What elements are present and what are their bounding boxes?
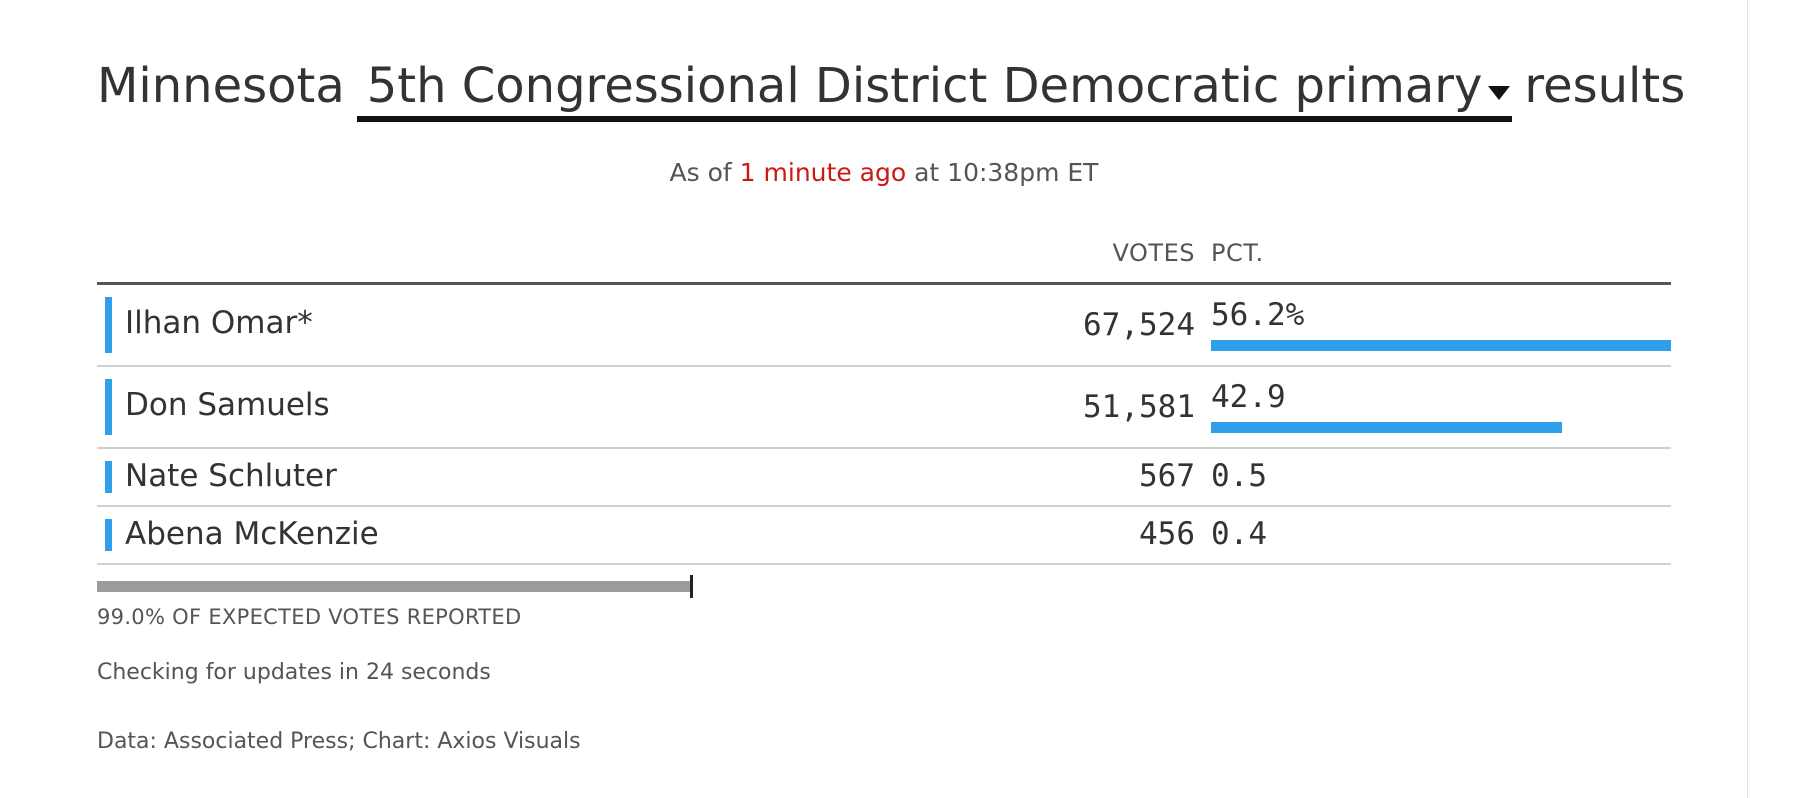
title-suffix: results (1524, 58, 1686, 114)
candidate-name: Abena McKenzie (125, 516, 379, 552)
race-dropdown-label: 5th Congressional District Democratic pr… (366, 58, 1483, 114)
candidate-pct: 0.5 (1211, 458, 1267, 494)
reporting-progress-bar (97, 575, 697, 598)
candidate-pct: 0.4 (1211, 516, 1267, 552)
reporting-progress-marker (690, 575, 693, 598)
candidate-votes: 567 (1139, 458, 1195, 494)
candidate-name: Don Samuels (125, 387, 330, 423)
candidate-row: Don Samuels 51,581 42.9 (97, 367, 1671, 449)
candidate-row: Nate Schluter 567 0.5 (97, 449, 1671, 507)
race-dropdown[interactable]: 5th Congressional District Democratic pr… (356, 54, 1513, 122)
title-state: Minnesota (97, 58, 345, 114)
candidate-pct-bar (1211, 422, 1562, 433)
source-credit: Data: Associated Press; Chart: Axios Vis… (97, 729, 581, 754)
results-table-body: Ilhan Omar* 67,524 56.2% Don Samuels 51,… (97, 285, 1671, 565)
candidate-color-marker (105, 379, 112, 435)
candidate-color-marker (105, 519, 112, 551)
reporting-label: 99.0% OF EXPECTED VOTES REPORTED (97, 605, 522, 629)
page-right-divider (1747, 0, 1748, 798)
update-time: at 10:38pm ET (914, 158, 1099, 187)
candidate-name: Nate Schluter (125, 458, 337, 494)
reporting-progress-fill (97, 581, 691, 592)
candidate-row: Ilhan Omar* 67,524 56.2% (97, 285, 1671, 367)
candidate-votes: 67,524 (1083, 307, 1195, 343)
candidate-pct-bar (1211, 340, 1671, 351)
votes-column-header: VOTES (1112, 239, 1195, 267)
candidate-row: Abena McKenzie 456 0.4 (97, 507, 1671, 565)
as-of-label: As of (669, 158, 732, 187)
candidate-name: Ilhan Omar* (125, 305, 313, 341)
candidate-votes: 456 (1139, 516, 1195, 552)
candidate-pct: 42.9 (1211, 379, 1286, 415)
candidate-color-marker (105, 461, 112, 493)
update-countdown: Checking for updates in 24 seconds (97, 660, 491, 685)
last-updated: As of 1 minute ago at 10:38pm ET (97, 156, 1671, 190)
pct-column-header: PCT. (1211, 239, 1264, 267)
time-ago: 1 minute ago (739, 158, 907, 187)
candidate-votes: 51,581 (1083, 389, 1195, 425)
page-title: Minnesota 5th Congressional District Dem… (97, 54, 1685, 124)
candidate-pct: 56.2% (1211, 297, 1305, 333)
caret-down-icon (1488, 86, 1511, 100)
candidate-color-marker (105, 297, 112, 353)
results-table-header: VOTES PCT. (97, 230, 1671, 285)
